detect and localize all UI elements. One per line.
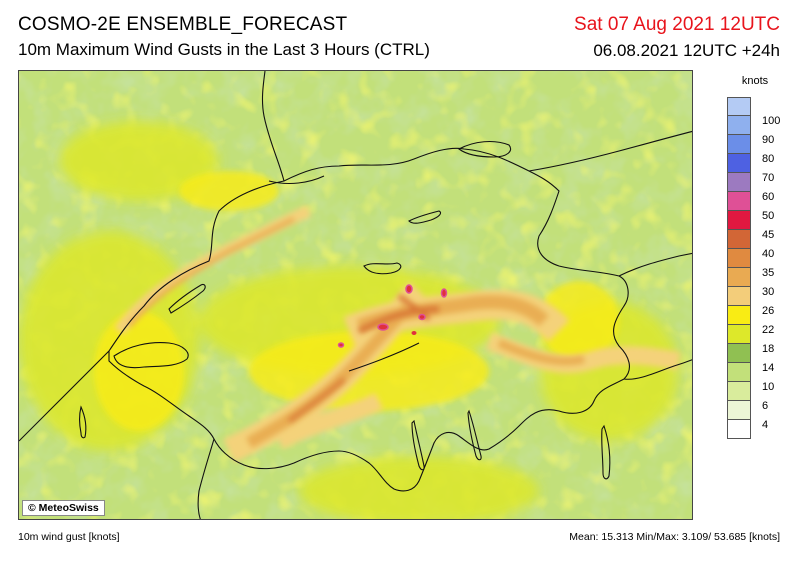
- legend-label-40: 40: [762, 248, 775, 260]
- wind-gust-map[interactable]: © MeteoSwiss: [18, 70, 693, 520]
- legend-label-90: 90: [762, 134, 775, 146]
- jura-ridge-core: [127, 216, 296, 328]
- legend-swatch-40: [727, 230, 751, 249]
- legend-label-100: 100: [762, 115, 781, 127]
- legend-label-60: 60: [762, 191, 775, 203]
- legend-swatch-30: [727, 268, 751, 287]
- field-label: 10m wind gust [knots]: [18, 531, 120, 543]
- swiss-border: [108, 147, 630, 492]
- gust-max-4: [418, 313, 426, 321]
- legend-label-35: 35: [762, 267, 775, 279]
- lake-bourget: [78, 405, 87, 439]
- legend-unit: knots: [741, 75, 769, 87]
- legend-swatch-14: [727, 344, 751, 363]
- lake-zurich: [408, 210, 442, 224]
- legend-label-18: 18: [762, 343, 775, 355]
- copyright-label: © MeteoSwiss: [22, 500, 105, 516]
- legend-swatch-6: [727, 382, 751, 401]
- lake-maggiore: [411, 419, 425, 471]
- valid-time: Sat 07 Aug 2021 12UTC: [574, 14, 780, 35]
- zone-west-yellow: [94, 311, 184, 431]
- legend-label-22: 22: [762, 324, 775, 336]
- legend-swatch-18: [727, 325, 751, 344]
- legend-swatch-90: [727, 116, 751, 135]
- rhine-line: [268, 175, 325, 185]
- legend-swatch-45: [727, 211, 751, 230]
- legend-swatch-100: [727, 97, 751, 116]
- legend-label-6: 6: [762, 400, 769, 412]
- valley-line: [348, 342, 420, 372]
- legend-label-26: 26: [762, 305, 775, 317]
- legend-swatch-35: [727, 249, 751, 268]
- legend-label-80: 80: [762, 153, 775, 165]
- gust-max-2: [405, 284, 413, 294]
- field-subtitle: 10m Maximum Wind Gusts in the Last 3 Hou…: [18, 40, 430, 59]
- border-west: [19, 350, 110, 442]
- zone-east-yellow: [539, 281, 619, 361]
- legend-label-4: 4: [762, 419, 769, 431]
- map-canvas: [19, 71, 692, 519]
- field-stats: Mean: 15.313 Min/Max: 3.109/ 53.685 [kno…: [569, 531, 780, 543]
- lake-constance: [457, 140, 512, 158]
- legend-swatch-70: [727, 154, 751, 173]
- legend-swatch-10: [727, 363, 751, 382]
- border-austria-italy-2: [623, 359, 692, 380]
- legend-label-10: 10: [762, 381, 775, 393]
- alps-peak-band: [357, 306, 440, 334]
- border-germany: [261, 71, 285, 182]
- alps-ridge-south: [274, 392, 384, 450]
- legend-label-70: 70: [762, 172, 775, 184]
- run-info: 06.08.2021 12UTC +24h: [593, 41, 780, 60]
- border-austria-italy: [618, 252, 692, 277]
- gust-max-1: [377, 323, 389, 331]
- legend-swatch-26: [727, 287, 751, 306]
- border-northeast: [528, 130, 692, 172]
- lake-geneva: [113, 342, 189, 369]
- legend-swatch-50: [727, 192, 751, 211]
- zone-southwest: [59, 121, 219, 201]
- zone-south: [299, 456, 539, 519]
- model-title: COSMO-2E ENSEMBLE_FORECAST: [18, 14, 348, 35]
- lake-neuchatel: [168, 283, 206, 314]
- alps-peak-band-3: [287, 377, 346, 423]
- lake-garda: [601, 424, 611, 480]
- alps-peak-band-2: [397, 293, 431, 321]
- legend-swatch-80: [727, 135, 751, 154]
- legend-label-50: 50: [762, 210, 775, 222]
- border-france-italy: [197, 438, 215, 519]
- zone-north-yellow: [179, 171, 279, 211]
- legend-swatch-0: [727, 420, 751, 439]
- legend-label-45: 45: [762, 229, 775, 241]
- legend-label-14: 14: [762, 362, 775, 374]
- legend-label-30: 30: [762, 286, 775, 298]
- alps-core-east: [497, 339, 586, 366]
- gust-max-3: [440, 288, 448, 298]
- lake-como: [467, 409, 482, 461]
- gust-max-5: [337, 342, 345, 348]
- alps-core-west: [246, 301, 414, 449]
- legend-swatch-60: [727, 173, 751, 192]
- legend-swatch-4: [727, 401, 751, 420]
- legend-swatch-22: [727, 306, 751, 325]
- gust-max-6: [411, 331, 417, 335]
- legend: [727, 97, 783, 439]
- lake-lucerne: [363, 262, 402, 275]
